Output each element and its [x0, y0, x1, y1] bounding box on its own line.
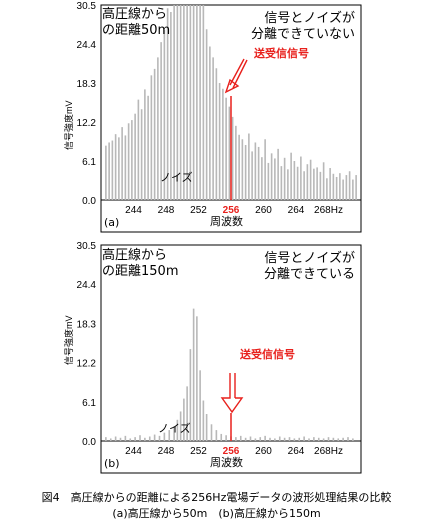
signal-label: 送受信信号 [253, 46, 309, 60]
x-axis-ticks: 244 248 252 256 260 264 268Hz [125, 205, 343, 216]
y-tick-label: 0.0 [82, 437, 96, 448]
separation-note-line1: 信号とノイズが [264, 10, 355, 26]
noise-label: ノイズ [158, 421, 191, 435]
signal-label: 送受信信号 [239, 347, 295, 361]
separation-note-line1: 信号とノイズが [264, 250, 355, 266]
x-tick-label: 256 [223, 446, 240, 457]
distance-label-line1: 高圧線から [102, 6, 167, 22]
x-tick-label: 264 [288, 446, 305, 457]
plot-frame [100, 4, 362, 233]
y-tick-label: 30.5 [77, 1, 97, 12]
y-axis-ticks: 30.5 24.4 18.3 12.2 6.1 0.0 [77, 241, 97, 448]
distance-label-line2: の距離150m [102, 264, 178, 279]
y-axis-title: 信号強度mV [63, 100, 74, 150]
x-tick-label: 260 [255, 205, 272, 216]
figure-caption-line1: 図4 高圧線からの距離による256Hz電場データの波形処理結果の比較 [41, 491, 392, 504]
y-tick-label: 18.3 [77, 319, 97, 330]
panel-label: (b) [104, 457, 120, 470]
y-tick-label: 6.1 [82, 398, 96, 409]
x-tick-label: 244 [125, 205, 142, 216]
y-axis-ticks: 30.5 24.4 18.3 12.2 6.1 0.0 [77, 1, 97, 207]
y-tick-label: 12.2 [77, 118, 97, 129]
signal-arrow [220, 373, 244, 414]
separation-note-line2: 分離できている [264, 267, 355, 282]
x-tick-label: 248 [158, 205, 175, 216]
x-tick-label: 252 [190, 205, 207, 216]
y-tick-label: 18.3 [77, 79, 97, 90]
chart-panel-b: 30.5 24.4 18.3 12.2 6.1 0.0 244 248 252 256 260 26… [63, 241, 362, 474]
y-tick-label: 0.0 [82, 196, 96, 207]
y-tick-label: 6.1 [82, 157, 96, 168]
signal-arrow [224, 58, 248, 94]
y-tick-label: 24.4 [77, 40, 97, 51]
bar-series [101, 308, 361, 442]
x-tick-label: 252 [190, 446, 207, 457]
x-tick-label: 260 [255, 446, 272, 457]
figure-caption-line2: (a)高圧線から50m (b)高圧線から150m [112, 507, 321, 520]
y-axis-title: 信号強度mV [63, 315, 74, 365]
x-tick-label: 248 [158, 446, 175, 457]
bar-series [101, 5, 361, 201]
x-tick-label: 268Hz [314, 446, 343, 457]
x-axis-title: 周波数 [210, 456, 243, 469]
x-tick-label: 244 [125, 446, 142, 457]
x-tick-label: 264 [288, 205, 305, 216]
x-axis-title: 周波数 [210, 215, 243, 228]
y-tick-label: 12.2 [77, 359, 97, 370]
plot-frame [100, 244, 362, 474]
panel-label: (a) [104, 216, 119, 229]
distance-label-line1: 高圧線から [102, 247, 167, 263]
distance-label-line2: の距離50m [102, 23, 170, 38]
x-axis-ticks: 244 248 252 256 260 264 268Hz [125, 446, 343, 457]
separation-note-line2: 分離できていない [251, 27, 355, 42]
x-tick-label: 268Hz [314, 205, 343, 216]
x-tick-label: 256 [223, 205, 240, 216]
noise-label: ノイズ [160, 170, 193, 184]
y-tick-label: 24.4 [77, 280, 97, 291]
chart-panel-a: 30.5 24.4 18.3 12.2 6.1 0.0 244 248 252 256 260 26… [63, 1, 362, 233]
y-tick-label: 30.5 [77, 241, 97, 252]
